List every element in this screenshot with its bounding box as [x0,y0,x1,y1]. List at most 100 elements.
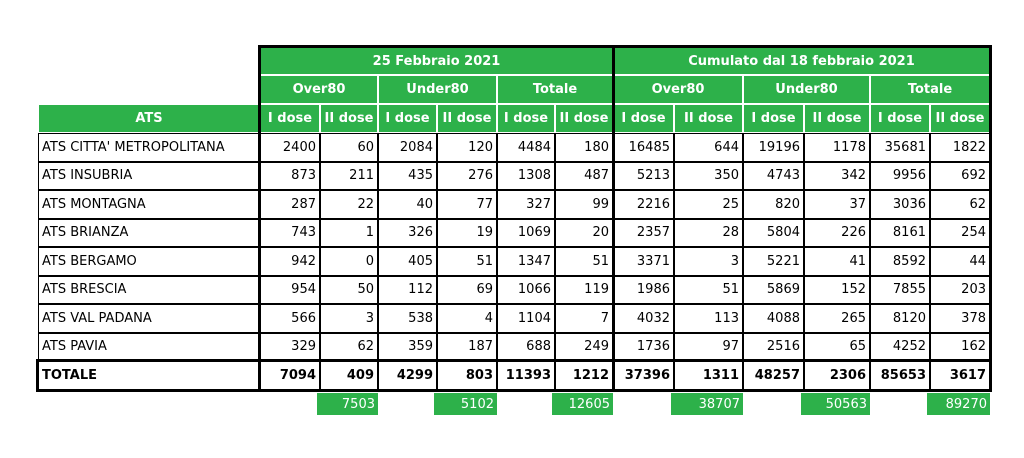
cell: 97 [674,332,743,361]
dose-header: II dose [804,104,870,133]
cell: 1069 [497,218,555,247]
cell: 62 [930,190,990,219]
cell: 326 [378,218,437,247]
cell: 2216 [613,190,674,219]
cell: 359 [378,332,437,361]
cell: 25 [674,190,743,219]
cell: 1066 [497,275,555,304]
cell: 41 [804,247,870,276]
cell: 405 [378,247,437,276]
cell: 3 [674,247,743,276]
cell: 113 [674,304,743,333]
cell: 276 [437,161,497,190]
cell: 4088 [743,304,804,333]
row-name: ATS BRIANZA [38,218,260,247]
cell: 249 [555,332,613,361]
cell: 0 [320,247,378,276]
dose-header: II dose [555,104,613,133]
cell: 120 [437,133,497,162]
cell: 8120 [870,304,930,333]
cell: 62 [320,332,378,361]
cell: 1308 [497,161,555,190]
total-cell: 3617 [930,361,990,390]
cell: 350 [674,161,743,190]
cell: 287 [260,190,320,219]
cell: 3036 [870,190,930,219]
cell: 187 [437,332,497,361]
cell: 820 [743,190,804,219]
cell: 51 [555,247,613,276]
cell: 77 [437,190,497,219]
cell: 152 [804,275,870,304]
cell: 22 [320,190,378,219]
cell: 1104 [497,304,555,333]
cell: 51 [437,247,497,276]
cell: 44 [930,247,990,276]
cell: 4743 [743,161,804,190]
cell: 4032 [613,304,674,333]
cell: 7 [555,304,613,333]
cell: 19196 [743,133,804,162]
dose-header: II dose [674,104,743,133]
cell: 873 [260,161,320,190]
cell: 51 [674,275,743,304]
cell: 954 [260,275,320,304]
row-name: ATS BERGAMO [38,247,260,276]
dose-header: I dose [497,104,555,133]
cell: 327 [497,190,555,219]
total-cell: 1212 [555,361,613,390]
cell: 35681 [870,133,930,162]
total-cell: 37396 [613,361,674,390]
cell: 265 [804,304,870,333]
group-header: Totale [497,75,613,104]
cell: 180 [555,133,613,162]
cell: 5804 [743,218,804,247]
dose-header: I dose [613,104,674,133]
row-name: ATS PAVIA [38,332,260,361]
total-cell: 2306 [804,361,870,390]
cell: 566 [260,304,320,333]
group-header: Over80 [260,75,378,104]
dose-header: I dose [743,104,804,133]
cell: 9956 [870,161,930,190]
group-header: Over80 [613,75,743,104]
row-name: ATS VAL PADANA [38,304,260,333]
dose-header: II dose [320,104,378,133]
cell: 1822 [930,133,990,162]
row-name: ATS MONTAGNA [38,190,260,219]
total-cell: 803 [437,361,497,390]
dose-header: I dose [378,104,437,133]
cell: 4252 [870,332,930,361]
cell: 1178 [804,133,870,162]
cell: 378 [930,304,990,333]
cell: 644 [674,133,743,162]
row-name: ATS INSUBRIA [38,161,260,190]
cell: 3371 [613,247,674,276]
cell: 65 [804,332,870,361]
group-header: Totale [870,75,990,104]
period-header: 25 Febbraio 2021 [260,47,613,75]
cell: 342 [804,161,870,190]
dose-header: I dose [870,104,930,133]
ats-header: ATS [38,104,260,133]
row-name: ATS BRESCIA [38,275,260,304]
cell: 8592 [870,247,930,276]
total-cell: 11393 [497,361,555,390]
cell: 60 [320,133,378,162]
total-cell: 409 [320,361,378,390]
total-cell: 7094 [260,361,320,390]
sum-cell: 7503 [317,393,378,415]
cell: 4484 [497,133,555,162]
cell: 1986 [613,275,674,304]
cell: 692 [930,161,990,190]
cell: 435 [378,161,437,190]
cell: 20 [555,218,613,247]
cell: 16485 [613,133,674,162]
cell: 329 [260,332,320,361]
cell: 942 [260,247,320,276]
cell: 1736 [613,332,674,361]
total-label: TOTALE [38,361,260,390]
total-cell: 48257 [743,361,804,390]
cell: 7855 [870,275,930,304]
